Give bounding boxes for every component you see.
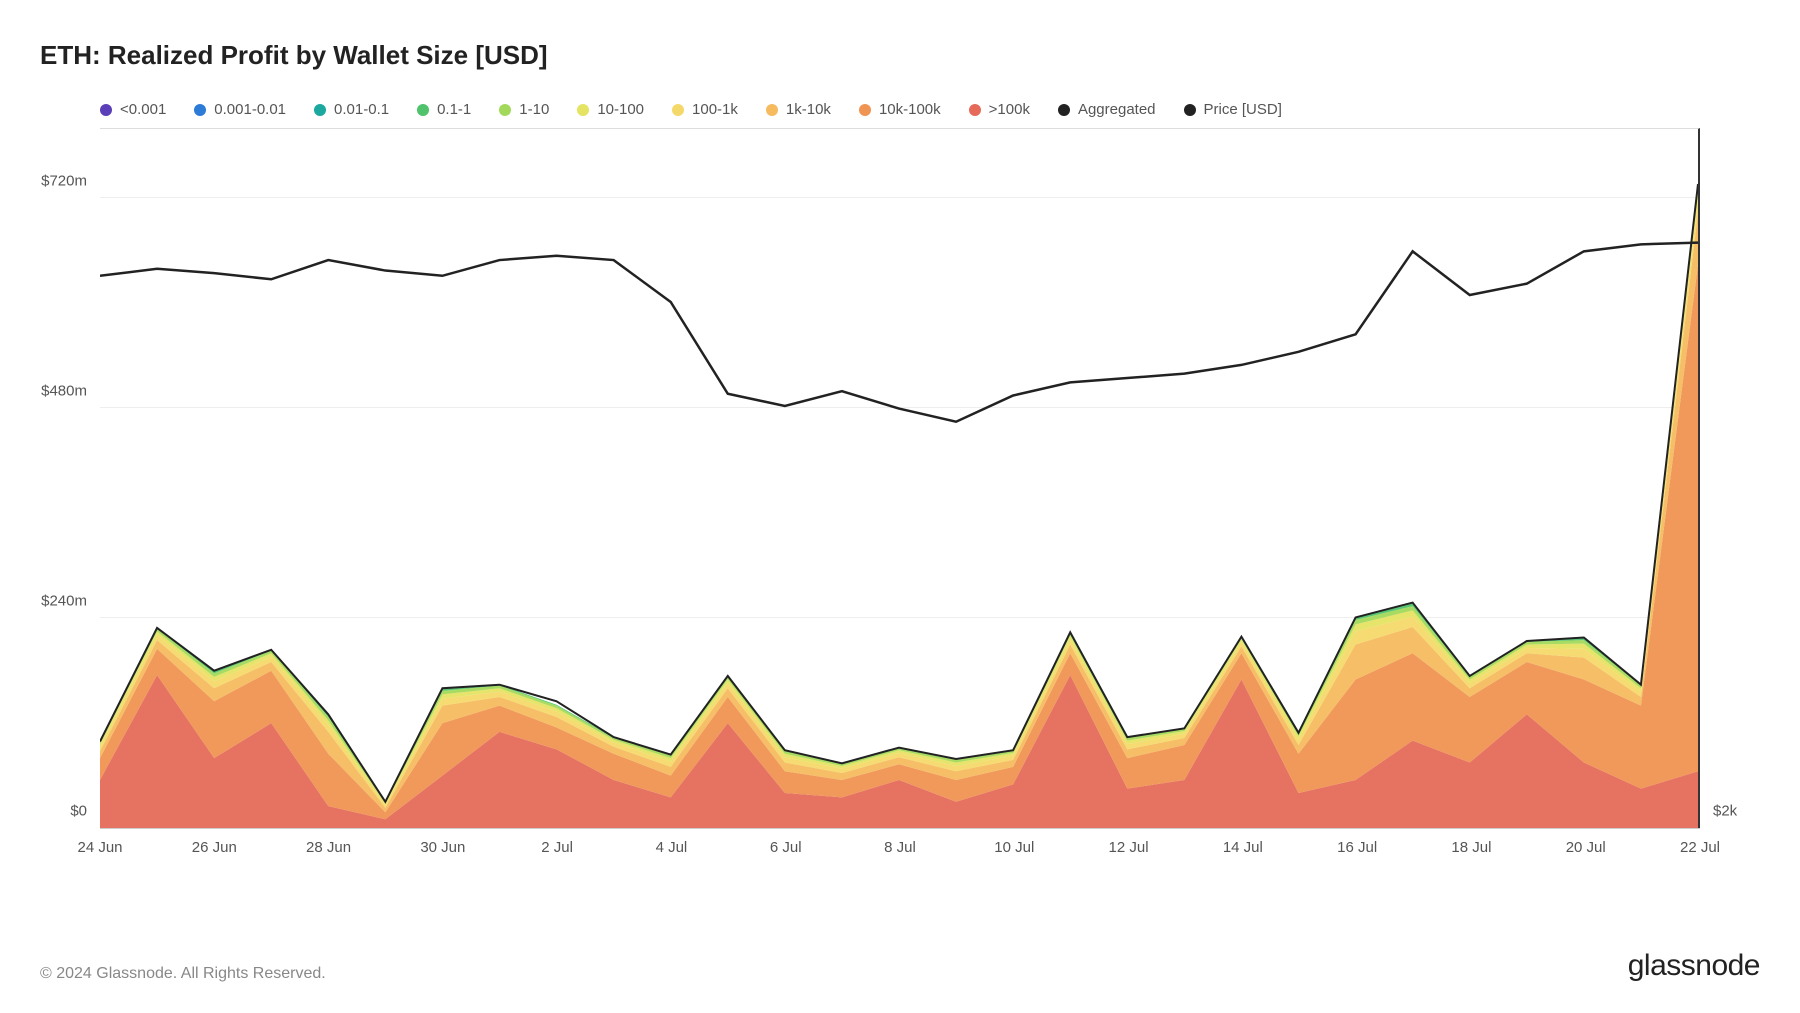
chart-title: ETH: Realized Profit by Wallet Size [USD…	[40, 40, 1760, 71]
chart-area: $0$240m$480m$720m $2k 24 Jun26 Jun28 Jun…	[100, 128, 1700, 868]
legend-label: Price [USD]	[1204, 101, 1282, 118]
y-tick-label: $240m	[41, 593, 87, 610]
x-tick-label: 6 Jul	[770, 839, 802, 856]
legend-dot-icon	[417, 104, 429, 116]
y-tick-label: $720m	[41, 173, 87, 190]
plot	[100, 128, 1700, 828]
x-tick-label: 8 Jul	[884, 839, 916, 856]
legend-item[interactable]: 10-100	[577, 101, 644, 118]
legend-item[interactable]: Price [USD]	[1184, 101, 1282, 118]
legend-item[interactable]: 1k-10k	[766, 101, 831, 118]
x-tick-label: 2 Jul	[541, 839, 573, 856]
legend-dot-icon	[1058, 104, 1070, 116]
legend-item[interactable]: 0.001-0.01	[194, 101, 286, 118]
x-tick-label: 16 Jul	[1337, 839, 1377, 856]
legend-dot-icon	[314, 104, 326, 116]
legend-item[interactable]: 1-10	[499, 101, 549, 118]
legend-label: 10k-100k	[879, 101, 941, 118]
legend-label: Aggregated	[1078, 101, 1156, 118]
x-tick-label: 28 Jun	[306, 839, 351, 856]
legend-label: 1-10	[519, 101, 549, 118]
legend: <0.001 0.001-0.01 0.01-0.1 0.1-1 1-10 10-100 1…	[100, 101, 1760, 118]
legend-label: 0.01-0.1	[334, 101, 389, 118]
legend-dot-icon	[577, 104, 589, 116]
x-tick-label: 12 Jul	[1109, 839, 1149, 856]
legend-dot-icon	[672, 104, 684, 116]
x-tick-label: 30 Jun	[420, 839, 465, 856]
x-axis: 24 Jun26 Jun28 Jun30 Jun2 Jul4 Jul6 Jul8…	[100, 828, 1700, 868]
y-axis-left: $0 $240m $480m $720m	[40, 128, 95, 828]
legend-label: 100-1k	[692, 101, 738, 118]
x-tick-label: 26 Jun	[192, 839, 237, 856]
legend-label: <0.001	[120, 101, 166, 118]
legend-label: 1k-10k	[786, 101, 831, 118]
legend-dot-icon	[100, 104, 112, 116]
legend-label: >100k	[989, 101, 1030, 118]
legend-dot-icon	[766, 104, 778, 116]
copyright: © 2024 Glassnode. All Rights Reserved.	[40, 965, 326, 983]
legend-item[interactable]: >100k	[969, 101, 1030, 118]
legend-item[interactable]: 100-1k	[672, 101, 738, 118]
legend-item[interactable]: 0.1-1	[417, 101, 471, 118]
x-tick-label: 10 Jul	[994, 839, 1034, 856]
legend-label: 10-100	[597, 101, 644, 118]
y-axis-right: $2k	[1705, 128, 1755, 828]
y-tick-label: $480m	[41, 383, 87, 400]
x-tick-label: 14 Jul	[1223, 839, 1263, 856]
price-line	[100, 243, 1698, 422]
y2-tick-label: $2k	[1713, 803, 1737, 820]
legend-dot-icon	[194, 104, 206, 116]
legend-label: 0.001-0.01	[214, 101, 286, 118]
brand-logo: glassnode	[1628, 949, 1760, 983]
chart-svg	[100, 129, 1698, 828]
x-tick-label: 18 Jul	[1451, 839, 1491, 856]
x-tick-label: 24 Jun	[77, 839, 122, 856]
x-tick-label: 22 Jul	[1680, 839, 1720, 856]
legend-dot-icon	[1184, 104, 1196, 116]
legend-dot-icon	[859, 104, 871, 116]
legend-dot-icon	[499, 104, 511, 116]
x-tick-label: 20 Jul	[1566, 839, 1606, 856]
y-tick-label: $0	[70, 803, 87, 820]
legend-item[interactable]: Aggregated	[1058, 101, 1156, 118]
x-tick-label: 4 Jul	[656, 839, 688, 856]
legend-label: 0.1-1	[437, 101, 471, 118]
legend-item[interactable]: <0.001	[100, 101, 166, 118]
legend-item[interactable]: 10k-100k	[859, 101, 941, 118]
legend-item[interactable]: 0.01-0.1	[314, 101, 389, 118]
legend-dot-icon	[969, 104, 981, 116]
